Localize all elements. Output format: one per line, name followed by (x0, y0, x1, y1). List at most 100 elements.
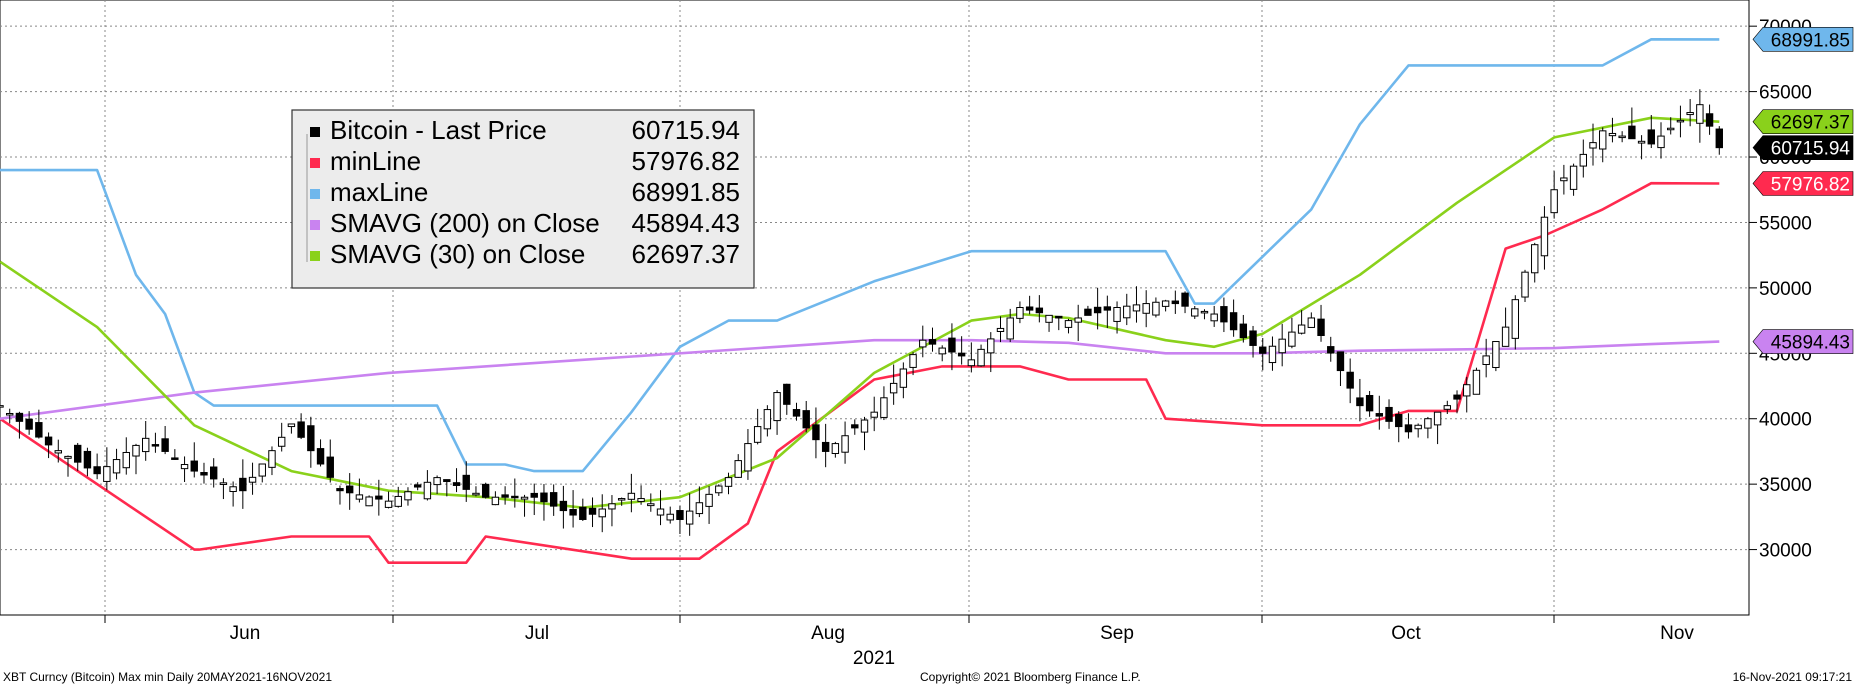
candle-body (1676, 119, 1685, 123)
candle-body (1657, 135, 1665, 149)
legend-swatch (310, 251, 320, 261)
candle-body (44, 436, 53, 446)
candle-body (987, 338, 995, 354)
y-tick-label: 40000 (1759, 410, 1812, 431)
last-value-tag (1752, 329, 1854, 354)
candle-body (1618, 135, 1626, 139)
candle-body (685, 510, 694, 525)
candle-body (1249, 330, 1257, 346)
candle-body (1045, 314, 1053, 323)
candle-body (851, 424, 859, 429)
candle-body (1540, 216, 1549, 257)
candle-body (1492, 341, 1500, 369)
candle-body (0, 405, 4, 408)
y-tick-label: 55000 (1759, 213, 1812, 234)
candle-body (1715, 128, 1723, 149)
candle-body (1142, 303, 1150, 314)
candle-body (1317, 318, 1325, 337)
x-tick-label: Sep (1100, 623, 1134, 644)
candle-body (462, 474, 470, 490)
candle-body (880, 397, 888, 418)
legend-entry-value: 57976.82 (632, 146, 740, 176)
candle-body (413, 484, 422, 488)
candle-body (938, 347, 946, 355)
candle-body (715, 485, 723, 494)
candle-body (365, 496, 373, 507)
candle-body (831, 443, 840, 455)
last-value-tag (1752, 135, 1854, 160)
candle-body (1191, 308, 1199, 317)
candle-body (1181, 292, 1189, 307)
candle-body (200, 472, 208, 476)
candle-body (277, 436, 286, 447)
last-value-label: 57976.82 (1771, 174, 1850, 195)
last-value-label: 45894.43 (1771, 333, 1850, 354)
legend-entry-name: Bitcoin - Last Price (330, 115, 547, 145)
candle-body (355, 494, 364, 500)
candle-body (1268, 345, 1277, 364)
legend-entry-name: SMAVG (200) on Close (330, 208, 600, 238)
candle-body (1123, 305, 1131, 319)
candle-body (1084, 308, 1092, 316)
candle-body (656, 508, 665, 516)
legend-entry-value: 60715.94 (632, 115, 740, 145)
candle-body (142, 437, 150, 453)
candle-body (695, 502, 704, 515)
candle-body (307, 425, 315, 452)
candle-body (1560, 177, 1568, 182)
candle-body (666, 513, 674, 521)
candle-body (132, 444, 140, 457)
candle-body (812, 424, 820, 441)
series-line-smavg (0, 338, 1720, 420)
candle-body (171, 457, 179, 460)
candle-body (1346, 371, 1354, 389)
candle-body (481, 483, 490, 498)
candle-body (783, 383, 791, 405)
candle-body (1705, 113, 1714, 127)
candle-body (1424, 418, 1432, 429)
candle-body (1229, 312, 1238, 331)
y-axis: 3000035000400004500050000550006000065000… (1749, 17, 1812, 562)
candle-body (1239, 323, 1248, 339)
footer-center: Copyright© 2021 Bloomberg Finance L.P. (920, 670, 1141, 684)
candle-body (1628, 125, 1636, 140)
candle-body (64, 455, 72, 459)
x-tick-label: Nov (1660, 623, 1694, 644)
candle-body (559, 500, 568, 512)
candle-body (151, 444, 160, 447)
candle-body (433, 477, 441, 486)
candle-body (608, 503, 616, 510)
legend-entry-name: SMAVG (30) on Close (330, 239, 585, 269)
candle-body (35, 422, 43, 438)
candle-body (1006, 317, 1014, 340)
candle-body (676, 510, 684, 520)
candle-body (1667, 127, 1675, 131)
legend-box (291, 109, 755, 289)
candle-body (103, 466, 111, 482)
candle-body (1327, 346, 1335, 354)
candle-body (1375, 413, 1384, 417)
candle-body (209, 466, 218, 480)
footer-left: XBT Curncy (Bitcoin) Max min Daily 20MAY… (3, 670, 333, 684)
candle-body (705, 493, 713, 507)
legend: Bitcoin - Last Price 60715.94 minLine 57976… (291, 109, 755, 289)
legend-entry-value: 68991.85 (632, 177, 740, 207)
candle-body (1161, 300, 1170, 307)
price-candles (0, 89, 1723, 536)
candle-body (1637, 140, 1646, 144)
candle-body (1297, 324, 1306, 334)
candle-body (1132, 304, 1141, 312)
candle-body (1482, 355, 1490, 366)
candle-body (724, 477, 733, 487)
last-value-label: 60715.94 (1771, 139, 1851, 160)
x-tick-label: Oct (1391, 623, 1421, 644)
candle-body (297, 421, 305, 438)
candle-body (520, 496, 529, 500)
candle-body (588, 507, 597, 515)
candle-body (821, 441, 830, 452)
candle-body (25, 418, 33, 430)
candle-body (511, 495, 519, 499)
candle-body (1055, 315, 1063, 319)
y-tick-label: 65000 (1759, 83, 1812, 104)
series-layer (0, 37, 1723, 565)
